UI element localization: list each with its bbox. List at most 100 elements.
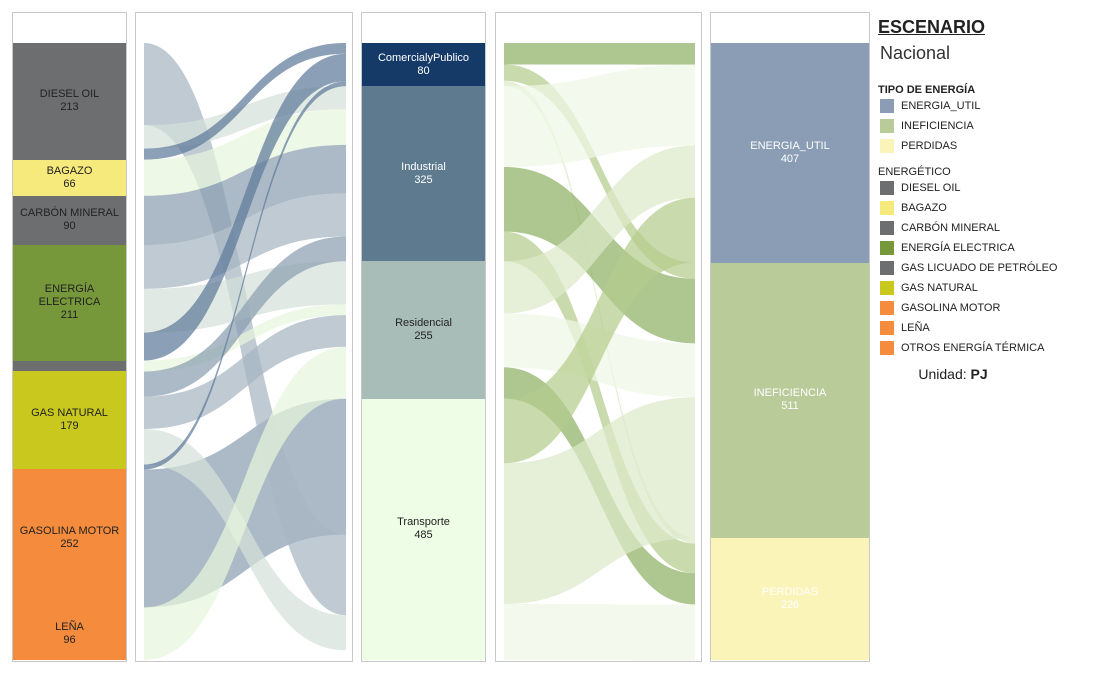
sector-use-flow-residencial-to-energia-util[interactable] bbox=[504, 145, 695, 314]
use-node-ineficiencia[interactable]: INEFICIENCIA 511 bbox=[711, 262, 869, 539]
source-sector-flow-energia-electrica-to-comercialypublico[interactable] bbox=[144, 53, 346, 361]
source-node-label: BAGAZO bbox=[46, 164, 93, 177]
use-node-label: INEFICIENCIA bbox=[753, 387, 827, 400]
legend-label: GASOLINA MOTOR bbox=[901, 302, 1001, 314]
legend-label: GAS NATURAL bbox=[901, 282, 978, 294]
source-node-value: 179 bbox=[60, 420, 79, 433]
flows-source-sector-svg bbox=[144, 43, 346, 660]
source-node-bagazo[interactable]: BAGAZO 66 bbox=[13, 159, 126, 196]
source-node-label: GASOLINA MOTOR bbox=[19, 525, 120, 538]
legend-swatch bbox=[880, 261, 894, 275]
legend: ESCENARIO Nacional TIPO DE ENERGÍA ENERG… bbox=[878, 16, 1093, 382]
source-sector-flow-bagazo-to-industrial[interactable] bbox=[144, 109, 346, 196]
legend-tipo-list: ENERGIA_UTIL INEFICIENCIA PERDIDAS bbox=[878, 96, 1093, 156]
sector-node-transporte[interactable]: Transporte 485 bbox=[362, 398, 485, 660]
legend-heading: ESCENARIO bbox=[878, 17, 986, 37]
uses-column: ENERGIA_UTIL 407 INEFICIENCIA 511 PERDIDAS 22… bbox=[710, 12, 870, 662]
legend-swatch bbox=[880, 221, 894, 235]
sector-node-comercialypublico[interactable]: ComercialyPublico 80 bbox=[362, 43, 485, 87]
sector-node-label: Industrial bbox=[401, 160, 446, 173]
sector-node-label: Transporte bbox=[397, 516, 450, 529]
use-node-perdidas[interactable]: PERDIDAS 226 bbox=[711, 538, 869, 660]
use-node-value: 511 bbox=[781, 400, 799, 413]
sector-node-label: ComercialyPublico bbox=[377, 51, 470, 64]
legend-energetico-item-gas-natural[interactable]: GAS NATURAL bbox=[878, 278, 1093, 298]
source-node-label: LEÑA bbox=[55, 620, 84, 633]
source-sector-flow-gas-natural-to-residencial[interactable] bbox=[144, 315, 346, 429]
use-node-energia-util[interactable]: ENERGIA_UTIL 407 bbox=[711, 43, 869, 263]
sector-use-flow-industrial-to-energia-util[interactable] bbox=[504, 64, 695, 167]
use-node-value: 407 bbox=[780, 152, 800, 165]
sector-node-value: 325 bbox=[414, 173, 433, 186]
use-node-value: 226 bbox=[780, 599, 800, 612]
legend-swatch bbox=[880, 241, 894, 255]
source-node-value: 90 bbox=[63, 220, 76, 233]
legend-tipo-item-perdidas[interactable]: PERDIDAS bbox=[878, 136, 1093, 156]
legend-energetico-title: ENERGÉTICO bbox=[878, 166, 951, 178]
source-node-energia-electrica[interactable]: ENERGÍA ELECTRICA 211 bbox=[13, 245, 126, 361]
flows-sector-use-panel bbox=[495, 12, 702, 662]
source-sector-flow-lena-to-residencial[interactable] bbox=[144, 346, 346, 660]
legend-energetico-item-gasolina-motor[interactable]: GASOLINA MOTOR bbox=[878, 298, 1093, 318]
sources-column: DIESEL OIL 213 BAGAZO 66 CARBÓN MINERAL 90 ENE… bbox=[12, 12, 127, 662]
source-node-value: 252 bbox=[60, 538, 79, 551]
legend-label: PERDIDAS bbox=[901, 140, 958, 152]
legend-swatch bbox=[880, 301, 894, 315]
source-node-value: 96 bbox=[63, 633, 76, 646]
sector-node-value: 255 bbox=[414, 329, 433, 342]
unit-row: Unidad: PJ bbox=[878, 366, 1028, 382]
source-node-lena[interactable]: LEÑA 96 bbox=[13, 607, 126, 660]
legend-swatch bbox=[880, 201, 894, 215]
legend-energetico-item-otros-energia-termica[interactable]: OTROS ENERGÍA TÉRMICA bbox=[878, 338, 1093, 358]
sector-node-value: 485 bbox=[414, 529, 433, 542]
legend-label: INEFICIENCIA bbox=[901, 120, 974, 132]
sector-use-flow-transporte-to-perdidas[interactable] bbox=[504, 603, 695, 661]
source-sector-flow-diesel-oil-to-comercialypublico[interactable] bbox=[144, 43, 346, 160]
source-sector-flow-energia-electrica-to-industrial[interactable] bbox=[144, 193, 346, 289]
scenario-name: Nacional bbox=[880, 43, 951, 63]
flows-sector-use-svg bbox=[504, 43, 695, 661]
source-sector-flow-gas-natural-to-industrial[interactable] bbox=[144, 236, 346, 397]
legend-energetico-item-diesel-oil[interactable]: DIESEL OIL bbox=[878, 178, 1093, 198]
sector-use-flow-comercialypublico-to-energia-util[interactable] bbox=[504, 43, 695, 65]
legend-label: GAS LICUADO DE PETRÓLEO bbox=[901, 262, 1058, 274]
sector-use-flow-industrial-to-perdidas[interactable] bbox=[504, 231, 695, 574]
legend-energetico-item-lena[interactable]: LEÑA bbox=[878, 318, 1093, 338]
legend-energetico-item-energia-electrica[interactable]: ENERGÍA ELECTRICA bbox=[878, 238, 1093, 258]
legend-swatch bbox=[880, 341, 894, 355]
source-node-label: DIESEL OIL bbox=[39, 88, 100, 101]
legend-energetico-item-carbon-mineral[interactable]: CARBÓN MINERAL bbox=[878, 218, 1093, 238]
use-node-label: PERDIDAS bbox=[761, 586, 819, 599]
sector-use-flow-transporte-to-ineficiencia[interactable] bbox=[504, 397, 695, 604]
source-sector-flow-gas-natural-to-comercialypublico[interactable] bbox=[144, 81, 346, 470]
sector-use-flow-comercialypublico-to-ineficiencia[interactable] bbox=[504, 64, 695, 279]
legend-energetico-item-bagazo[interactable]: BAGAZO bbox=[878, 198, 1093, 218]
legend-energetico-item-gas-licuado-de-petroleo[interactable]: GAS LICUADO DE PETRÓLEO bbox=[878, 258, 1093, 278]
sectors-column: ComercialyPublico 80 Industrial 325 Residenc… bbox=[361, 12, 486, 662]
unit-value: PJ bbox=[970, 366, 988, 382]
source-node-gas-licuado-de-petroleo[interactable] bbox=[13, 360, 126, 372]
source-node-gasolina-motor[interactable]: GASOLINA MOTOR 252 bbox=[13, 469, 126, 608]
source-node-diesel-oil[interactable]: DIESEL OIL 213 bbox=[13, 43, 126, 160]
legend-swatch bbox=[880, 119, 894, 133]
source-node-value: 211 bbox=[60, 309, 79, 322]
sector-node-value: 80 bbox=[417, 64, 430, 77]
use-node-label: ENERGIA_UTIL bbox=[750, 139, 830, 152]
source-node-value: 213 bbox=[60, 101, 79, 114]
sector-node-residencial[interactable]: Residencial 255 bbox=[362, 261, 485, 399]
legend-tipo-item-ineficiencia[interactable]: INEFICIENCIA bbox=[878, 116, 1093, 136]
legend-label: LEÑA bbox=[901, 322, 930, 334]
source-node-carbon-mineral[interactable]: CARBÓN MINERAL 90 bbox=[13, 195, 126, 245]
source-node-label: GAS NATURAL bbox=[31, 407, 108, 420]
source-node-gas-natural[interactable]: GAS NATURAL 179 bbox=[13, 371, 126, 470]
source-node-label: ENERGÍA ELECTRICA bbox=[38, 283, 101, 309]
sector-use-flow-transporte-to-energia-util[interactable] bbox=[504, 197, 695, 464]
source-sector-flow-gas-natural-to-transporte[interactable] bbox=[144, 428, 346, 651]
legend-label: CARBÓN MINERAL bbox=[901, 222, 1001, 234]
source-sector-flow-gas-licuado-de-petroleo-to-residencial[interactable] bbox=[144, 304, 346, 372]
source-sector-flow-diesel-oil-to-transporte[interactable] bbox=[144, 43, 346, 616]
legend-swatch bbox=[880, 139, 894, 153]
sector-node-industrial[interactable]: Industrial 325 bbox=[362, 86, 485, 262]
legend-tipo-item-energia-util[interactable]: ENERGIA_UTIL bbox=[878, 96, 1093, 116]
source-node-label: CARBÓN MINERAL bbox=[19, 207, 120, 220]
